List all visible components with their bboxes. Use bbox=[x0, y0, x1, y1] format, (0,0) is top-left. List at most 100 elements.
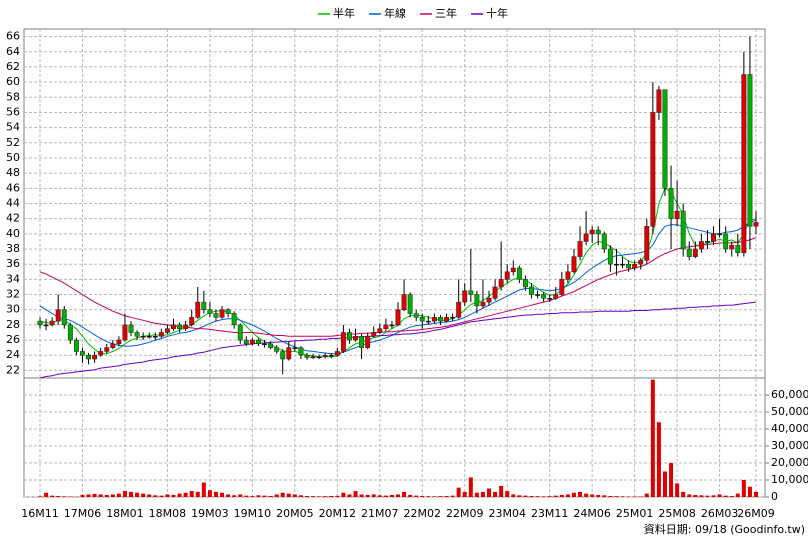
y-tick-label: 36 bbox=[6, 257, 20, 270]
candle-body bbox=[67, 324, 73, 341]
candle-body bbox=[189, 317, 195, 326]
y-tick-label: 28 bbox=[6, 318, 20, 331]
candle-body bbox=[389, 324, 395, 327]
volume-bar bbox=[371, 494, 376, 497]
y2-tick-label: 50,000 bbox=[771, 405, 808, 418]
candle-body bbox=[620, 263, 625, 266]
candle-body bbox=[741, 74, 747, 254]
volume-bar bbox=[747, 486, 752, 497]
volume-bar bbox=[98, 494, 103, 497]
volume-bar bbox=[341, 492, 346, 497]
volume-bar bbox=[377, 495, 382, 497]
candle-body bbox=[152, 336, 158, 338]
candle-body bbox=[177, 324, 183, 329]
volume-bar bbox=[159, 495, 164, 497]
x-tick-label: 25M01 bbox=[616, 507, 654, 520]
candle-body bbox=[444, 317, 449, 322]
candle-body bbox=[492, 286, 498, 299]
candle-body bbox=[55, 309, 61, 322]
volume-bar bbox=[596, 494, 601, 497]
y-tick-label: 34 bbox=[6, 272, 20, 285]
volume-bar bbox=[474, 492, 479, 497]
volume-bar bbox=[656, 422, 661, 497]
candle-body bbox=[450, 317, 456, 319]
candle-body bbox=[626, 263, 632, 269]
candle-body bbox=[316, 356, 322, 359]
volume-bar bbox=[444, 495, 449, 497]
candle-body bbox=[425, 320, 431, 323]
candle-body bbox=[462, 290, 468, 303]
volume-bar bbox=[56, 495, 61, 497]
candle-body bbox=[601, 233, 607, 250]
volume-bar bbox=[189, 491, 194, 497]
candle-body bbox=[662, 89, 668, 189]
volume-bar bbox=[711, 495, 716, 497]
y2-tick-label: 20,000 bbox=[771, 456, 808, 469]
volume-bar bbox=[590, 494, 595, 497]
candle-body bbox=[456, 301, 462, 318]
candle-body bbox=[274, 347, 280, 352]
candle-body bbox=[431, 317, 437, 322]
x-tick-label: 21M07 bbox=[361, 507, 399, 520]
volume-bar bbox=[420, 495, 425, 497]
candle-body bbox=[510, 267, 516, 273]
y-tick-label: 66 bbox=[6, 30, 20, 43]
volume-bar bbox=[523, 495, 528, 497]
candle-body bbox=[686, 248, 692, 257]
x-tick-label: 16M11 bbox=[21, 507, 59, 520]
volume-bar bbox=[280, 492, 285, 497]
y-tick-label: 64 bbox=[6, 45, 20, 58]
y-tick-label: 58 bbox=[6, 90, 20, 103]
volume-bar bbox=[104, 494, 109, 497]
candle-body bbox=[705, 241, 710, 243]
candle-body bbox=[644, 226, 650, 261]
x-tick-label: 26M03 bbox=[701, 507, 739, 520]
volume-bar bbox=[414, 495, 419, 497]
volume-bar bbox=[207, 490, 212, 497]
candle-body bbox=[298, 347, 304, 356]
candle-body bbox=[535, 294, 541, 296]
volume-bar bbox=[626, 496, 631, 497]
volume-bar bbox=[705, 495, 710, 497]
volume-bar bbox=[541, 496, 546, 497]
candle-body bbox=[231, 313, 237, 326]
volume-bar bbox=[304, 495, 309, 497]
candle-body bbox=[692, 248, 698, 257]
volume-bar bbox=[608, 495, 613, 497]
candle-body bbox=[268, 343, 274, 348]
x-tick-label: 20M12 bbox=[319, 507, 357, 520]
volume-bar bbox=[754, 491, 758, 497]
candle-body bbox=[128, 324, 134, 333]
candle-body bbox=[729, 244, 735, 250]
candle-body bbox=[92, 354, 98, 360]
x-tick-label: 23M11 bbox=[531, 507, 569, 520]
candle-body bbox=[37, 320, 43, 326]
candle-body bbox=[480, 301, 486, 307]
candle-body bbox=[98, 351, 104, 356]
volume-bar bbox=[213, 491, 218, 497]
x-tick-label: 26M09 bbox=[737, 507, 775, 520]
candle-body bbox=[438, 317, 443, 322]
volume-bar bbox=[383, 495, 388, 497]
y-tick-label: 56 bbox=[6, 105, 20, 118]
candle-body bbox=[365, 336, 371, 348]
volume-bar bbox=[602, 495, 607, 497]
y-tick-label: 22 bbox=[6, 363, 20, 376]
volume-bar bbox=[226, 494, 231, 497]
y-tick-label: 52 bbox=[6, 136, 20, 149]
candle-body bbox=[347, 332, 352, 341]
volume-bar bbox=[662, 471, 667, 497]
volume-bar bbox=[529, 495, 534, 497]
volume-bar bbox=[681, 491, 686, 497]
candle-body bbox=[680, 210, 686, 250]
volume-bar bbox=[38, 496, 42, 497]
ma-line bbox=[39, 219, 757, 355]
y-tick-label: 60 bbox=[6, 75, 20, 88]
candle-body bbox=[747, 74, 753, 227]
x-tick-label: 22M02 bbox=[404, 507, 442, 520]
volume-bar bbox=[80, 494, 85, 497]
volume-bar bbox=[493, 491, 498, 497]
candle-body bbox=[286, 347, 292, 360]
candle-body bbox=[650, 112, 656, 227]
x-tick-label: 18M01 bbox=[106, 507, 144, 520]
